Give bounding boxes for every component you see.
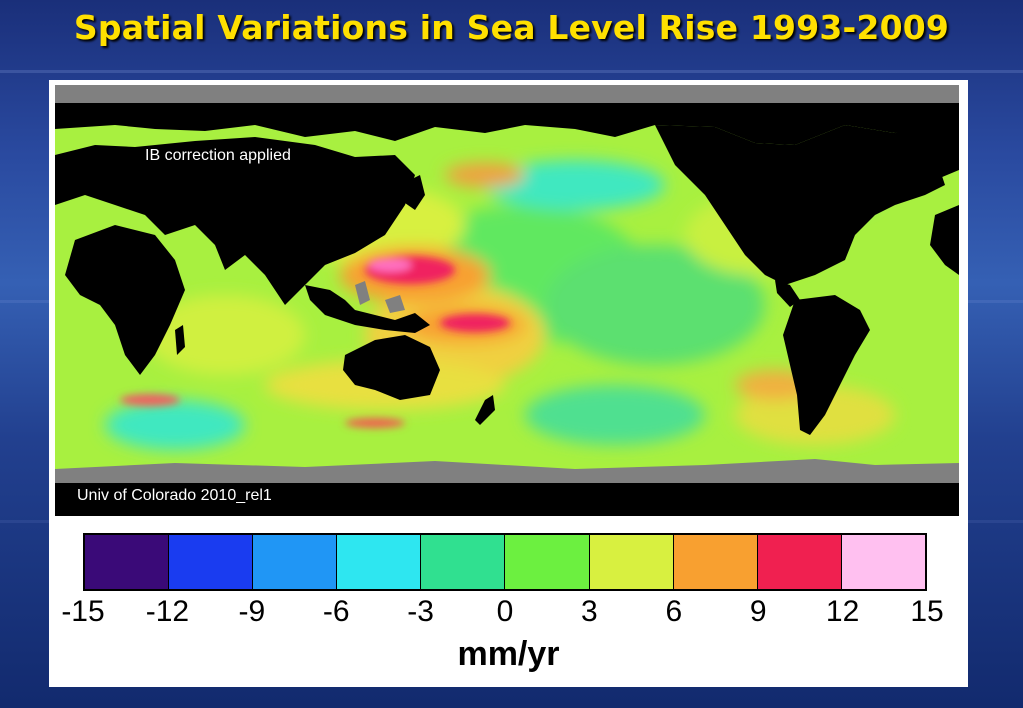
colorbar-segment (337, 535, 422, 589)
world-map-graphic (55, 85, 959, 516)
sea-level-map: IB correction applied Univ of Colorado 2… (55, 85, 959, 516)
australia (343, 335, 440, 400)
eurasia (55, 137, 415, 305)
colorbar-segment (421, 535, 506, 589)
colorbar-tick-label: 3 (581, 595, 598, 628)
colorbar-tick-label: 15 (910, 595, 944, 628)
africa (65, 225, 185, 375)
colorbar-segment (841, 535, 925, 589)
colorbar-tick-label: -12 (145, 595, 190, 628)
colorbar-segment (673, 535, 758, 589)
south-america (783, 295, 870, 435)
colorbar-segment (253, 535, 338, 589)
colorbar-tick-label: -9 (238, 595, 266, 628)
colorbar-segment (505, 535, 590, 589)
colorbar-unit: mm/yr (457, 635, 560, 673)
slide-title: Spatial Variations in Sea Level Rise 199… (73, 8, 950, 47)
colorbar-ticks: -15 -12 -9 -6 -3 0 3 6 9 12 15 (49, 595, 968, 635)
ib-correction-label: IB correction applied (145, 147, 291, 164)
colorbar (83, 533, 927, 591)
maritime-continent (305, 285, 430, 333)
colorbar-tick-label: 9 (749, 595, 767, 628)
colorbar-tick-label: -6 (322, 595, 350, 628)
north-america (655, 125, 945, 285)
greenland (895, 125, 959, 180)
colorbar-tick-label: -3 (407, 595, 434, 628)
colorbar-tick-label: 12 (825, 595, 860, 628)
figure-panel: IB correction applied Univ of Colorado 2… (49, 80, 968, 687)
colorbar-tick-label: 0 (496, 595, 514, 628)
colorbar-tick-label: 6 (665, 595, 683, 628)
source-label: Univ of Colorado 2010_rel1 (77, 487, 272, 504)
colorbar-segment (85, 535, 170, 589)
colorbar-segment (169, 535, 254, 589)
north-land (55, 103, 959, 145)
colorbar-segment (757, 535, 842, 589)
high-rise-hotspots (120, 256, 825, 428)
colorbar-tick-label: -15 (61, 595, 105, 628)
colorbar-segment (589, 535, 674, 589)
